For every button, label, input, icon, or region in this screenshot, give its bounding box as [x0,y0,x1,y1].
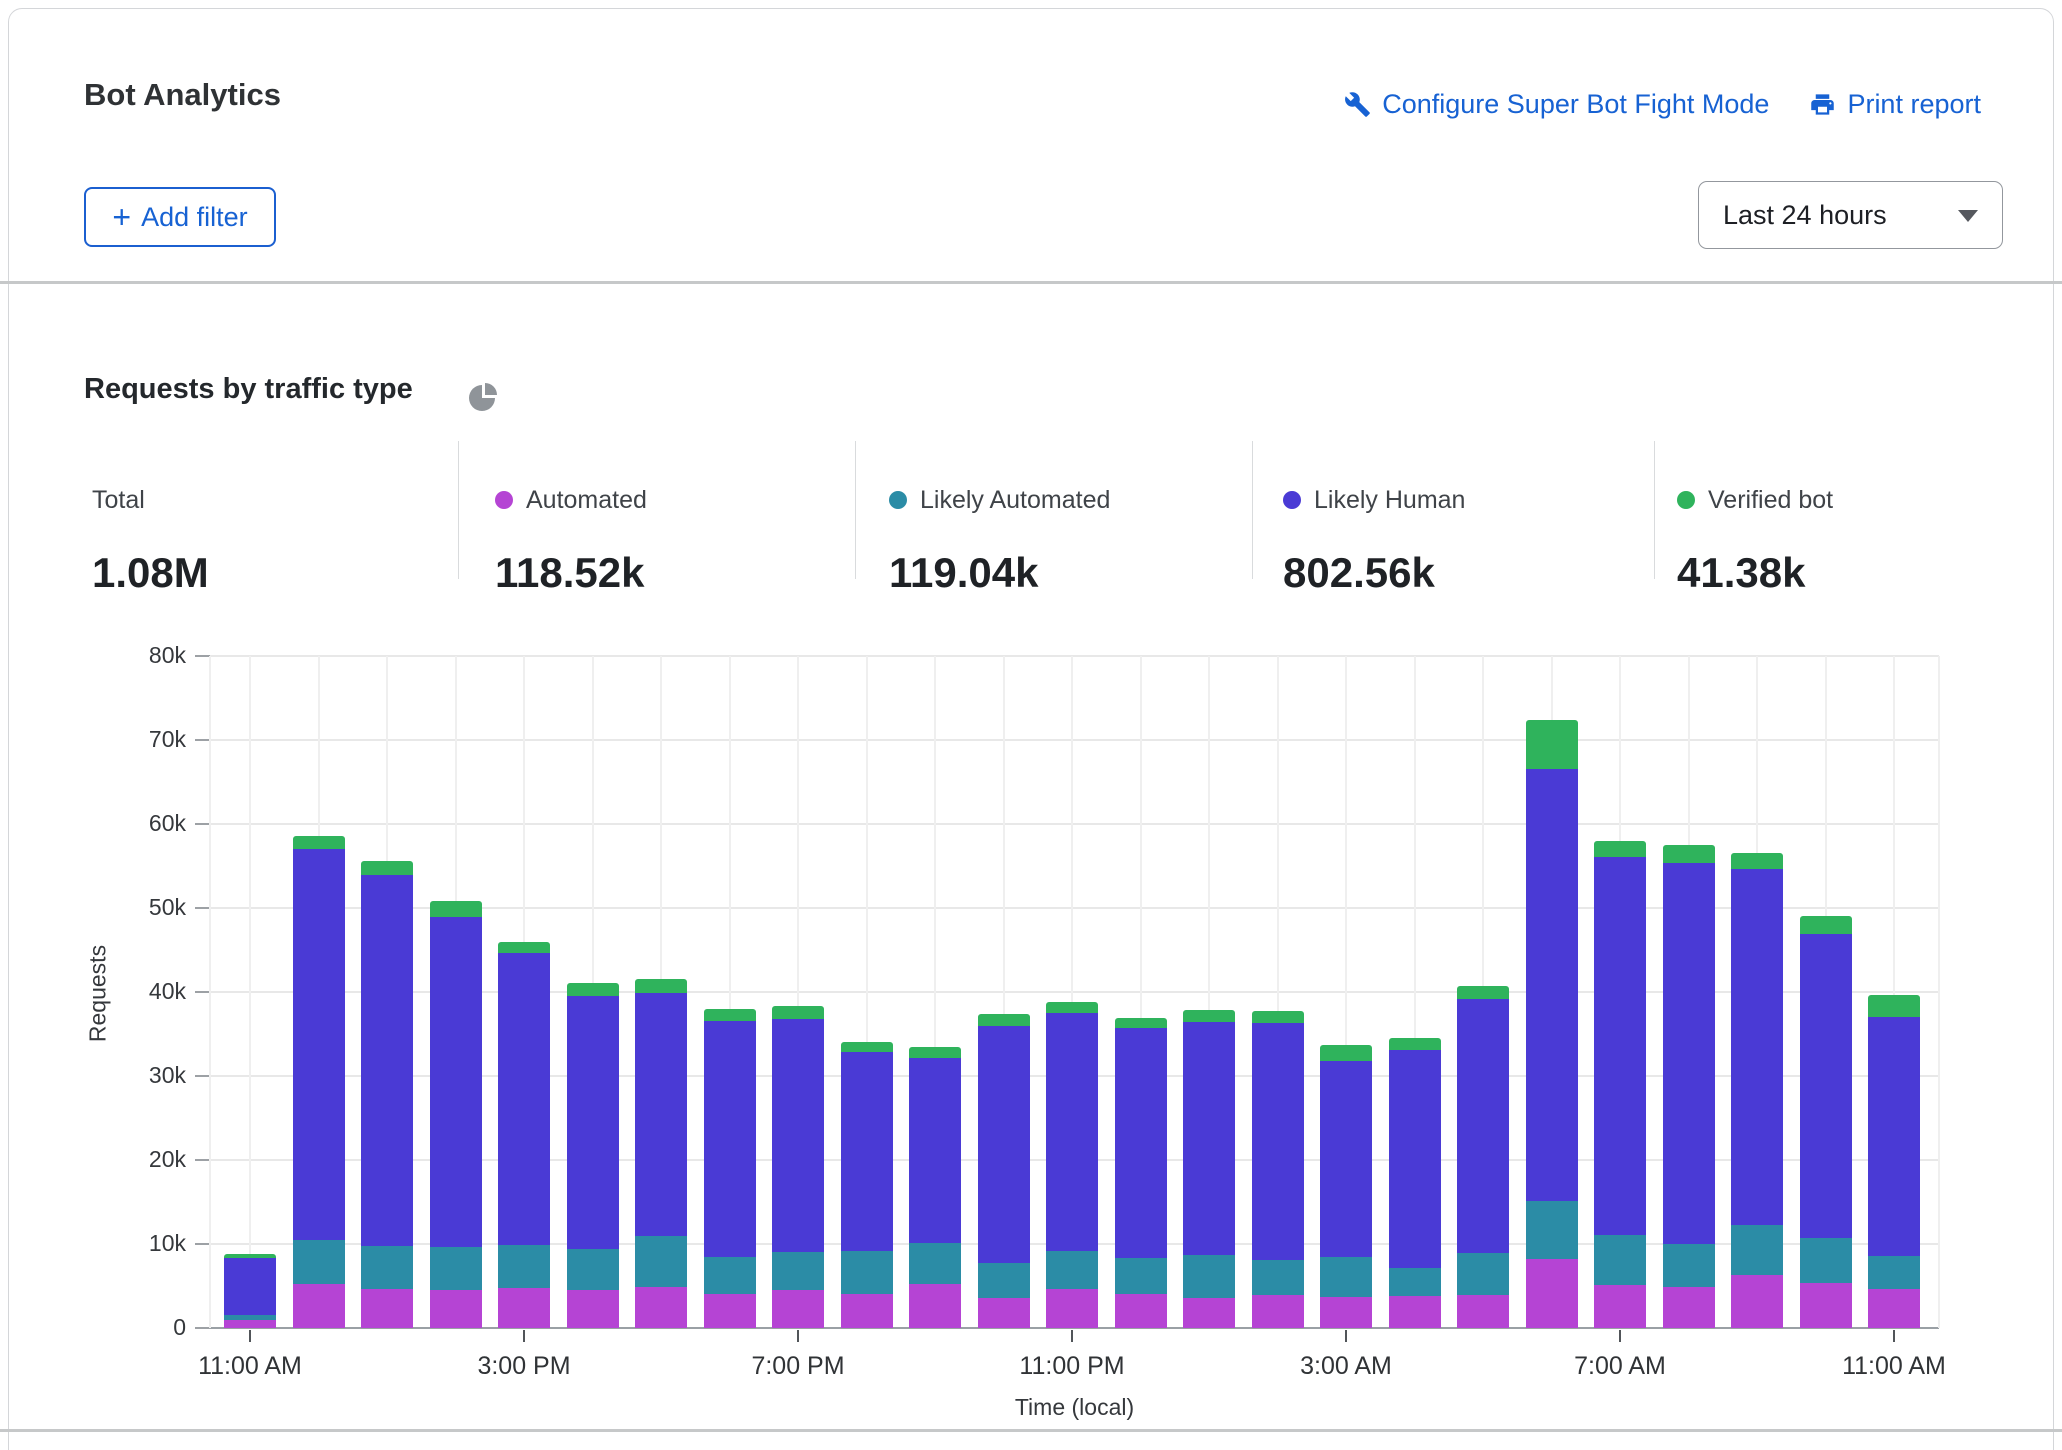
analytics-card: Bot Analytics Configure Super Bot Fight … [8,8,2054,1450]
likely-human-legend-dot [1283,491,1301,509]
stat-total-value: 1.08M [92,549,209,596]
time-range-select[interactable]: Last 24 hours [1698,181,2003,249]
wrench-icon [1345,92,1371,117]
print-link-label: Print report [1847,89,1981,119]
stat-likely-human: Likely Human 802.56k [1283,485,1465,597]
printer-icon [1811,94,1835,115]
stat-likely-human-value: 802.56k [1283,549,1435,596]
stat-total-label: Total [92,485,145,514]
stat-divider [1252,441,1253,579]
configure-super-bot-fight-mode-link[interactable]: Configure Super Bot Fight Mode [1344,89,1769,120]
automated-legend-dot [495,491,513,509]
stat-automated-value: 118.52k [495,549,645,596]
stat-automated: Automated 118.52k [495,485,647,597]
chevron-down-icon [1958,210,1978,222]
print-report-link[interactable]: Print report [1809,89,1981,120]
plus-icon: + [112,199,132,235]
stat-verified-bot-value: 41.38k [1677,549,1806,596]
add-filter-label: Add filter [141,201,248,232]
stat-divider [458,441,459,579]
stat-divider [1654,441,1655,579]
stat-divider [855,441,856,579]
stat-verified-bot: Verified bot 41.38k [1677,485,1833,597]
configure-link-label: Configure Super Bot Fight Mode [1382,89,1770,119]
verified-bot-legend-dot [1677,491,1695,509]
stat-verified-bot-label: Verified bot [1708,485,1834,514]
stat-likely-human-label: Likely Human [1314,485,1466,514]
stat-total: Total 1.08M [92,485,209,597]
stat-likely-automated-label: Likely Automated [920,485,1111,514]
time-range-value: Last 24 hours [1723,199,1887,230]
likely-automated-legend-dot [889,491,907,509]
stat-automated-label: Automated [526,485,647,514]
page-title: Bot Analytics [84,77,281,112]
add-filter-button[interactable]: + Add filter [84,187,276,247]
pie-chart-icon [469,383,497,411]
stat-likely-automated-value: 119.04k [889,549,1039,596]
bottom-divider [0,1429,2062,1432]
header-links: Configure Super Bot Fight Mode Print rep… [1344,89,1981,120]
stat-likely-automated: Likely Automated 119.04k [889,485,1110,597]
header-divider [0,281,2062,284]
chart-section-title: Requests by traffic type [84,373,413,405]
